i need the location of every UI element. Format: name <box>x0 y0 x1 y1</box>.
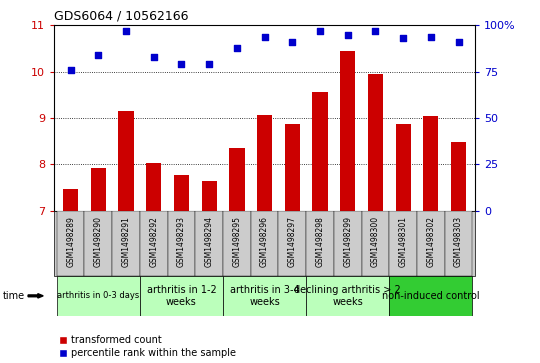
Text: GSM1498293: GSM1498293 <box>177 216 186 267</box>
Text: GSM1498292: GSM1498292 <box>149 216 158 267</box>
Point <box>233 45 241 50</box>
Bar <box>251 211 279 276</box>
Text: GSM1498296: GSM1498296 <box>260 216 269 267</box>
Bar <box>334 211 362 276</box>
Bar <box>279 211 306 276</box>
Bar <box>389 276 472 316</box>
Bar <box>195 211 223 276</box>
Point <box>316 28 325 34</box>
Text: GSM1498303: GSM1498303 <box>454 216 463 267</box>
Point <box>288 39 296 45</box>
Point <box>399 36 408 41</box>
Text: arthritis in 0-3 days: arthritis in 0-3 days <box>57 291 139 300</box>
Text: GSM1498299: GSM1498299 <box>343 216 352 267</box>
Text: GSM1498295: GSM1498295 <box>232 216 241 267</box>
Bar <box>389 211 417 276</box>
Text: time: time <box>3 291 25 301</box>
Text: non-induced control: non-induced control <box>382 291 480 301</box>
Legend: transformed count, percentile rank within the sample: transformed count, percentile rank withi… <box>59 335 235 358</box>
Bar <box>140 211 167 276</box>
Point <box>177 61 186 67</box>
Bar <box>451 142 466 211</box>
Bar <box>340 51 355 211</box>
Bar <box>230 148 245 211</box>
Bar <box>146 163 161 211</box>
Bar <box>306 211 334 276</box>
Bar <box>223 211 251 276</box>
Bar <box>54 211 475 276</box>
Bar <box>140 276 223 316</box>
Text: GSM1498297: GSM1498297 <box>288 216 297 267</box>
Text: declining arthritis > 2
weeks: declining arthritis > 2 weeks <box>294 285 401 307</box>
Bar <box>285 125 300 211</box>
Bar <box>306 276 389 316</box>
Bar <box>57 211 84 276</box>
Point <box>66 67 75 73</box>
Bar <box>118 111 134 211</box>
Bar <box>313 91 328 211</box>
Bar <box>223 276 306 316</box>
Bar <box>423 116 438 211</box>
Bar <box>395 125 411 211</box>
Bar <box>174 175 189 211</box>
Text: GSM1498300: GSM1498300 <box>371 216 380 267</box>
Point <box>205 61 213 67</box>
Text: arthritis in 1-2
weeks: arthritis in 1-2 weeks <box>146 285 217 307</box>
Text: GDS6064 / 10562166: GDS6064 / 10562166 <box>54 10 188 23</box>
Text: GSM1498301: GSM1498301 <box>399 216 408 267</box>
Bar <box>167 211 195 276</box>
Bar <box>91 168 106 211</box>
Bar <box>201 181 217 211</box>
Bar <box>417 211 445 276</box>
Text: GSM1498290: GSM1498290 <box>94 216 103 267</box>
Point <box>150 54 158 60</box>
Point <box>427 34 435 40</box>
Text: GSM1498294: GSM1498294 <box>205 216 214 267</box>
Bar <box>63 189 78 211</box>
Point <box>371 28 380 34</box>
Text: GSM1498289: GSM1498289 <box>66 216 75 267</box>
Point <box>122 28 130 34</box>
Bar <box>57 276 140 316</box>
Text: GSM1498302: GSM1498302 <box>427 216 435 267</box>
Point <box>454 39 463 45</box>
Text: GSM1498298: GSM1498298 <box>315 216 325 267</box>
Bar <box>257 115 272 211</box>
Point <box>260 34 269 40</box>
Bar <box>362 211 389 276</box>
Bar <box>445 211 472 276</box>
Bar <box>368 74 383 211</box>
Point <box>343 32 352 38</box>
Bar <box>84 211 112 276</box>
Point <box>94 52 103 58</box>
Text: arthritis in 3-4
weeks: arthritis in 3-4 weeks <box>230 285 299 307</box>
Bar <box>112 211 140 276</box>
Text: GSM1498291: GSM1498291 <box>122 216 131 267</box>
